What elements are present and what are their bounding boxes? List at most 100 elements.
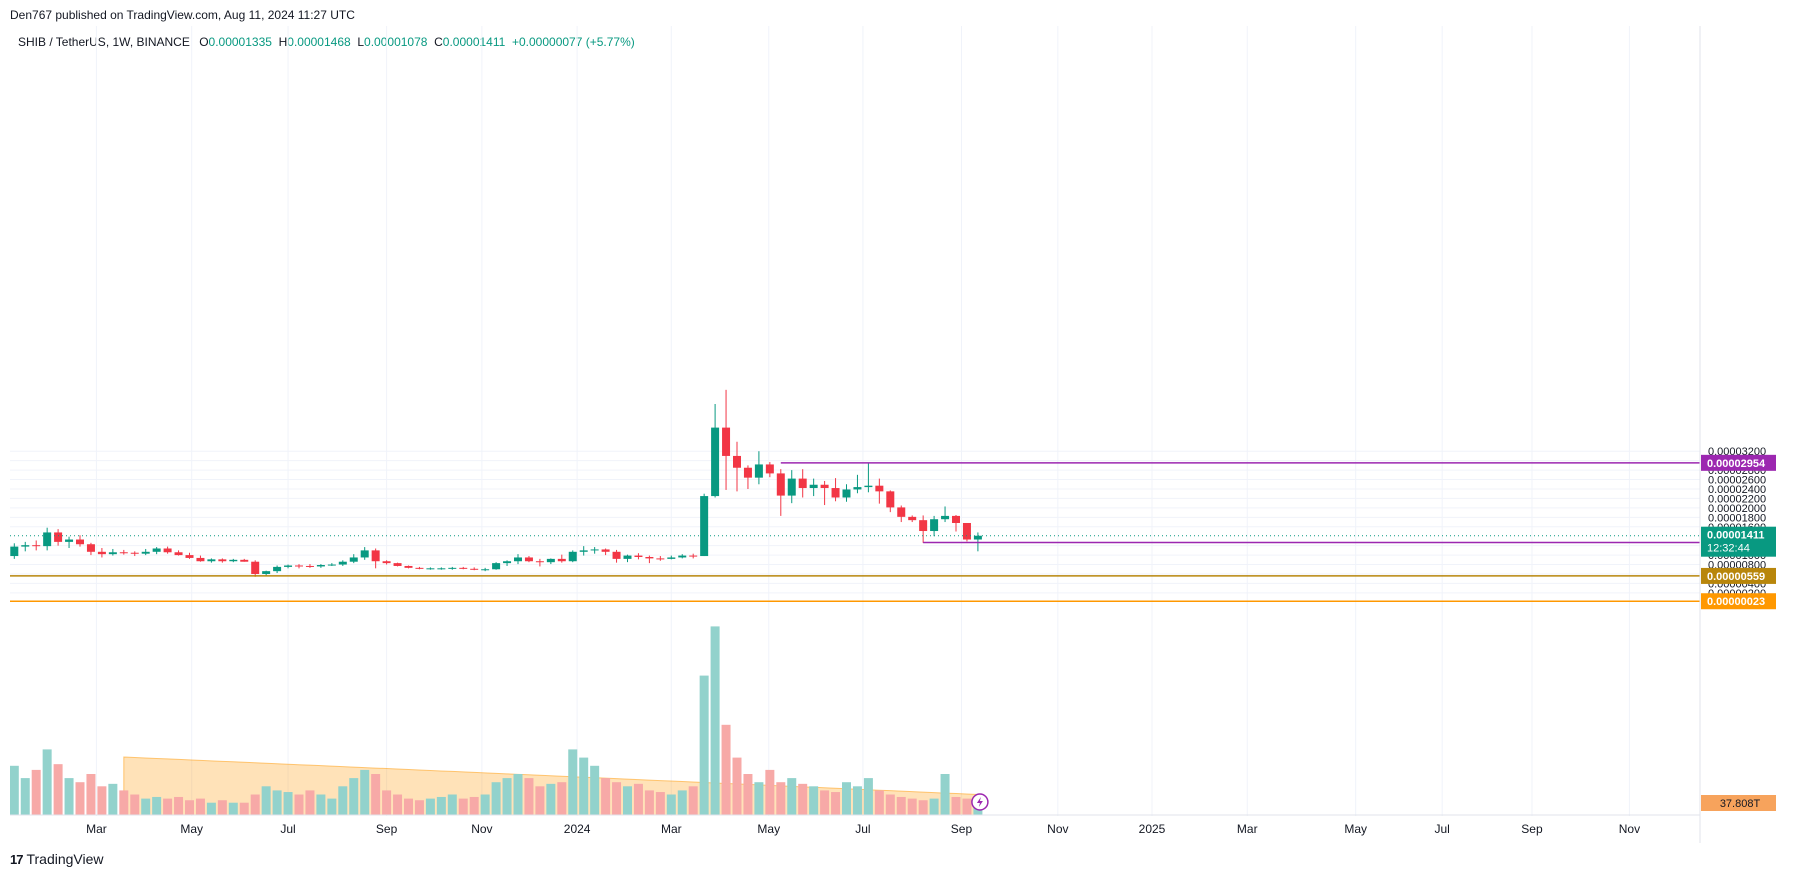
level-label-box — [1701, 567, 1776, 584]
volume-bar — [338, 786, 348, 815]
horizontal-levels — [10, 462, 1700, 602]
volume-bar — [327, 798, 337, 815]
volume-bar — [206, 802, 216, 815]
volume-bar — [294, 794, 304, 815]
volume-bar — [940, 774, 950, 815]
volume-bar — [732, 757, 742, 815]
candle-body — [546, 558, 555, 563]
volume-bar — [590, 765, 600, 815]
candle-body — [656, 558, 665, 560]
candle-body — [130, 552, 139, 554]
close-value: 0.00001411 — [442, 35, 506, 49]
volume-bar — [305, 790, 315, 815]
candle-body — [338, 561, 347, 565]
volume-bar — [283, 792, 293, 815]
price-labels: 0.000029540.000012660.000005590.00000023… — [971, 454, 1776, 811]
candle-body — [240, 559, 249, 562]
candle-body — [514, 557, 522, 562]
candle-body — [65, 539, 74, 542]
candle-body — [437, 568, 446, 570]
volume-bar — [195, 798, 205, 815]
volume-bar — [217, 800, 227, 815]
candle-body — [174, 552, 183, 556]
volume-bar — [491, 782, 501, 815]
x-tick-label: May — [1344, 822, 1367, 836]
candle-body — [743, 467, 752, 478]
x-tick-label: Nov — [1619, 822, 1640, 836]
volume-bar — [64, 778, 74, 815]
candle-body — [568, 551, 577, 562]
candle-body — [886, 491, 895, 508]
tradingview-logo-icon: 17 — [10, 851, 24, 867]
candle-body — [316, 565, 325, 567]
volume-bar — [951, 796, 961, 815]
volume-bar — [469, 796, 479, 815]
candle-body — [941, 515, 950, 520]
symbol-label[interactable]: SHIB / TetherUS, 1W, BINANCE — [18, 35, 190, 49]
x-tick-label: May — [180, 822, 203, 836]
volume-bar — [458, 798, 468, 815]
candle-body — [54, 532, 63, 542]
candle-body — [196, 557, 205, 562]
candle-body — [973, 535, 982, 540]
candle-body — [897, 507, 906, 517]
volume-bar — [239, 802, 249, 815]
close-label: C — [434, 35, 443, 49]
candle-body — [667, 557, 676, 559]
footer-brand[interactable]: 17 TradingView — [10, 851, 104, 867]
candle-body — [711, 427, 720, 497]
candle-body — [875, 485, 884, 492]
candle-body — [470, 568, 479, 570]
y-tick-label: 0.00002400 — [1708, 484, 1766, 496]
level-label: 0.00000023 — [1707, 596, 1765, 608]
volume-bar — [546, 783, 556, 815]
candle-body — [360, 550, 369, 558]
candle-body — [349, 557, 358, 562]
low-label: L — [357, 35, 365, 49]
volume-bar — [360, 769, 370, 815]
volume-bar — [141, 798, 151, 815]
volume-label: 37.808T — [1720, 798, 1761, 810]
candle-body — [119, 552, 128, 554]
candle-body — [524, 557, 533, 562]
volume-bar — [842, 782, 851, 815]
candle-body — [678, 555, 687, 558]
volume-bar — [349, 778, 359, 815]
volume-bar — [568, 749, 578, 815]
x-tick-label: May — [757, 822, 780, 836]
volume-bar — [425, 798, 435, 815]
candle-body — [404, 565, 413, 568]
volume-bar — [108, 783, 118, 815]
candle-body — [97, 551, 106, 555]
current-price-label: 0.00001411 — [1707, 530, 1765, 542]
candle-body — [503, 561, 512, 564]
candle-body — [305, 565, 314, 567]
volume-bar — [228, 802, 238, 815]
candle-body — [557, 558, 566, 562]
current-price-box — [1701, 526, 1776, 557]
volume-bar — [820, 790, 830, 815]
volume-bar — [874, 790, 884, 815]
volume-bar — [97, 786, 107, 815]
volume-bar — [393, 794, 403, 815]
volume-bar — [863, 778, 873, 815]
candle-body — [798, 478, 807, 489]
volume-bar — [163, 798, 173, 815]
volume-bars — [10, 626, 983, 816]
candle-body — [382, 561, 391, 564]
volume-bar — [480, 794, 490, 815]
candle-body — [787, 478, 796, 496]
volume-bar — [130, 794, 140, 815]
volume-bar — [174, 796, 184, 815]
candles — [10, 389, 982, 577]
volume-bar — [885, 794, 895, 815]
candle-body — [864, 485, 873, 488]
candle-body — [21, 545, 30, 547]
candle-body — [776, 473, 785, 496]
level-label: 0.00000559 — [1707, 571, 1765, 583]
volume-bar — [623, 786, 632, 815]
lightning-bolt — [976, 797, 983, 807]
volume-bar — [612, 782, 622, 815]
volume-bar — [53, 764, 63, 815]
